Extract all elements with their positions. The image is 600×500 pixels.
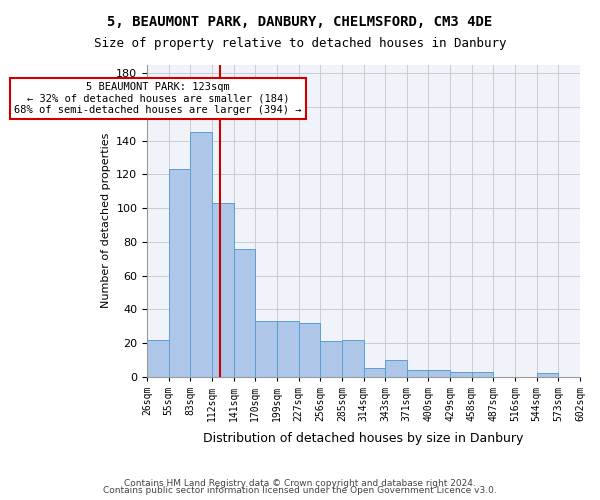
Bar [190, 132, 212, 376]
Bar [169, 170, 190, 376]
Bar [428, 370, 450, 376]
Bar [256, 321, 277, 376]
Bar [299, 322, 320, 376]
Bar [450, 372, 472, 376]
Text: Contains public sector information licensed under the Open Government Licence v3: Contains public sector information licen… [103, 486, 497, 495]
Text: Contains HM Land Registry data © Crown copyright and database right 2024.: Contains HM Land Registry data © Crown c… [124, 478, 476, 488]
Bar [320, 341, 342, 376]
Text: 5 BEAUMONT PARK: 123sqm
← 32% of detached houses are smaller (184)
68% of semi-d: 5 BEAUMONT PARK: 123sqm ← 32% of detache… [14, 82, 302, 115]
Bar [364, 368, 385, 376]
Text: 5, BEAUMONT PARK, DANBURY, CHELMSFORD, CM3 4DE: 5, BEAUMONT PARK, DANBURY, CHELMSFORD, C… [107, 15, 493, 29]
Bar [407, 370, 428, 376]
Y-axis label: Number of detached properties: Number of detached properties [101, 133, 111, 308]
Bar [385, 360, 407, 376]
Bar [277, 321, 299, 376]
Bar [537, 373, 559, 376]
Bar [472, 372, 493, 376]
Text: Size of property relative to detached houses in Danbury: Size of property relative to detached ho… [94, 38, 506, 51]
Bar [234, 248, 256, 376]
Bar [212, 203, 234, 376]
Bar [147, 340, 169, 376]
X-axis label: Distribution of detached houses by size in Danbury: Distribution of detached houses by size … [203, 432, 524, 445]
Bar [342, 340, 364, 376]
